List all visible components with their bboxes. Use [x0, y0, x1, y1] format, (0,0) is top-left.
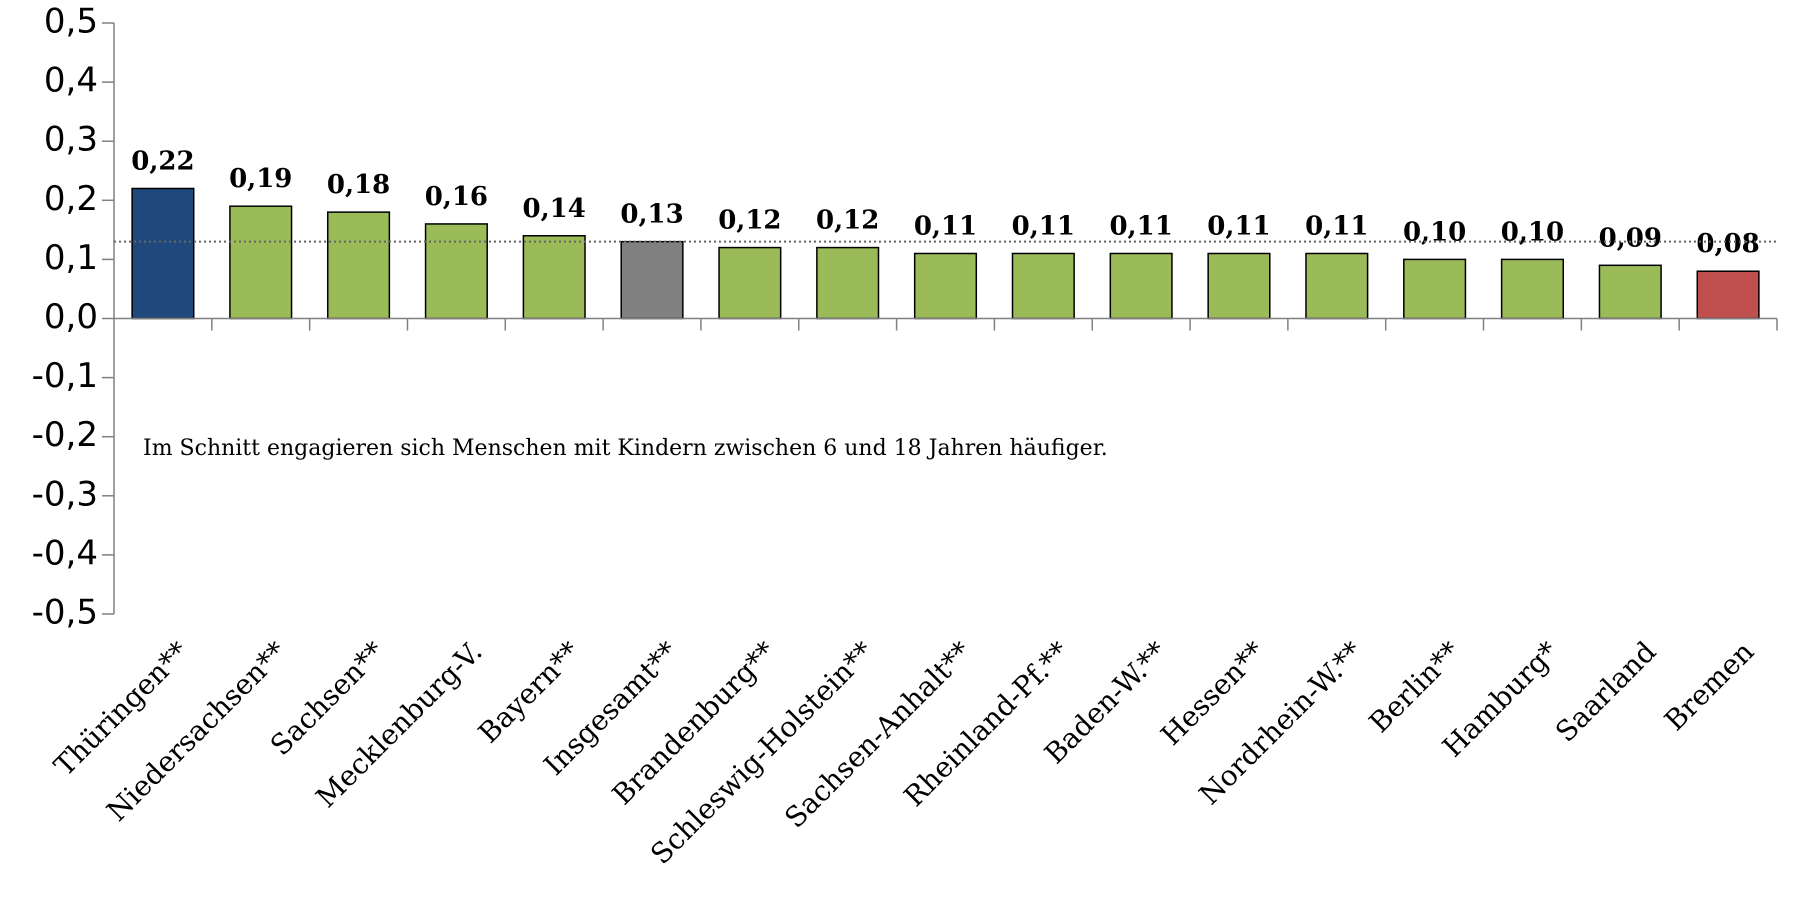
y-tick-label: 0,5 — [44, 2, 98, 42]
bar — [229, 205, 293, 320]
bar — [1500, 258, 1565, 320]
value-label: 0,11 — [1305, 211, 1368, 241]
value-label: 0,19 — [229, 164, 292, 194]
x-tick-label: Nordrhein-W.** — [1193, 635, 1369, 811]
bar — [816, 246, 880, 320]
y-tick-label: -0,1 — [32, 356, 98, 396]
x-tick-label: Bremen — [1658, 635, 1760, 737]
y-tick-label: 0,3 — [44, 120, 98, 160]
x-tick-label: Niedersachsen** — [100, 635, 293, 828]
bar — [1305, 252, 1369, 320]
x-tick-label: Mecklenburg-V. — [309, 635, 488, 814]
value-label: 0,18 — [327, 170, 390, 200]
y-tick-label: 0,1 — [44, 238, 98, 278]
value-label: 0,22 — [131, 146, 194, 176]
value-label: 0,11 — [1012, 211, 1075, 241]
value-label: 0,10 — [1501, 217, 1564, 247]
bar — [326, 211, 391, 320]
y-tick-label: -0,5 — [32, 593, 98, 633]
y-tick-label: -0,4 — [32, 533, 98, 573]
value-label: 0,11 — [1109, 211, 1172, 241]
y-tick-label: -0,2 — [32, 415, 98, 455]
value-label: 0,13 — [620, 200, 683, 230]
value-label: 0,12 — [816, 206, 879, 236]
annotation: Im Schnitt engagieren sich Menschen mit … — [143, 436, 1108, 461]
x-tick-label: Sachsen-Anhalt** — [778, 635, 978, 835]
y-tick-label: 0,0 — [44, 297, 98, 337]
bar — [1598, 264, 1662, 320]
x-tick-label: Saarland — [1549, 635, 1663, 749]
value-label: 0,09 — [1599, 223, 1662, 253]
x-tick-label: Berlin** — [1363, 635, 1467, 739]
value-label: 0,16 — [425, 182, 488, 212]
bar — [1403, 258, 1467, 320]
x-tick-label: Brandenburg** — [606, 635, 782, 811]
y-tick-label: -0,3 — [32, 474, 98, 514]
bar — [424, 223, 488, 320]
bar — [131, 187, 195, 320]
y-tick-label: 0,2 — [44, 179, 98, 219]
bar — [522, 235, 586, 320]
value-label: 0,12 — [718, 206, 781, 236]
bar — [1011, 252, 1075, 320]
bar — [1207, 252, 1271, 320]
y-tick-label: 0,4 — [44, 61, 98, 101]
bar — [1109, 252, 1173, 320]
value-label: 0,11 — [1207, 211, 1270, 241]
bar — [1696, 270, 1760, 320]
value-label: 0,08 — [1696, 229, 1759, 259]
x-tick-label: Rheinland-Pf.** — [897, 635, 1075, 813]
value-label: 0,10 — [1403, 217, 1466, 247]
bar — [718, 246, 782, 320]
bar — [913, 252, 978, 320]
value-label: 0,14 — [523, 194, 586, 224]
bar — [620, 240, 684, 320]
value-label: 0,11 — [914, 211, 977, 241]
